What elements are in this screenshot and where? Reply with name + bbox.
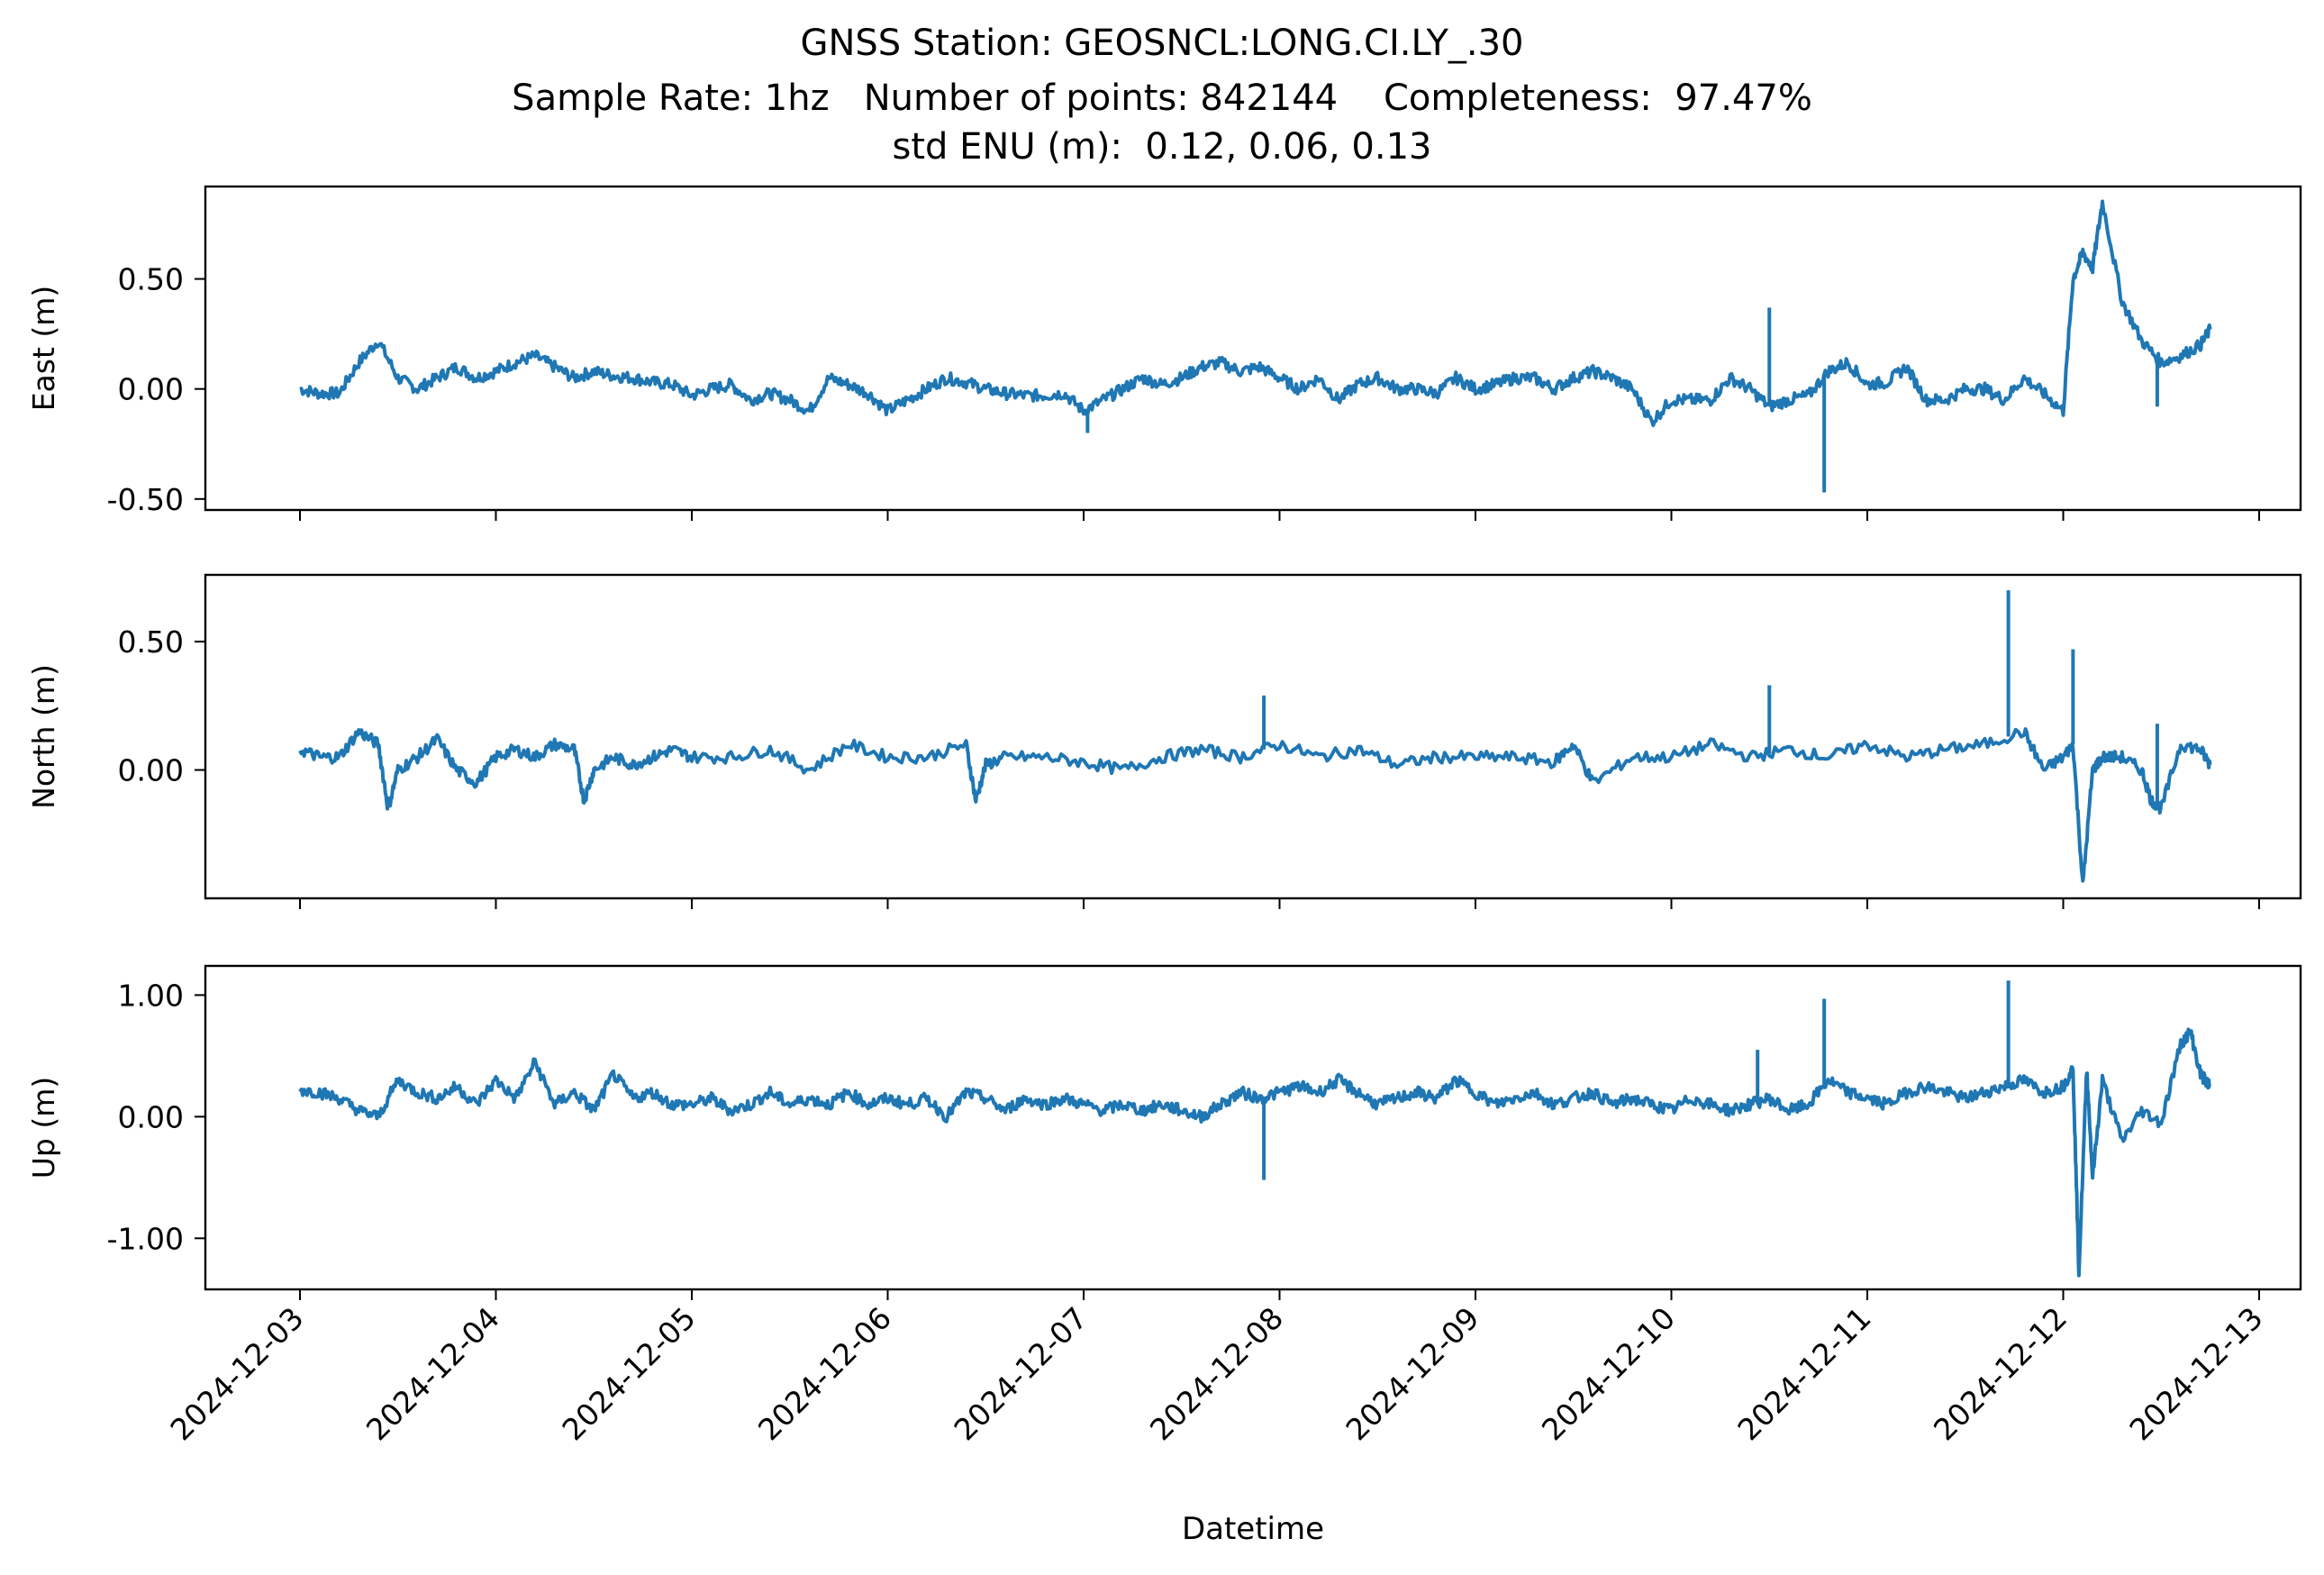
y-tick-label-up: 0.00: [118, 1099, 184, 1134]
y-tick-label-east: -0.50: [107, 482, 184, 517]
panel-east: 0.50 0.00 -0.50 East (m): [26, 185, 2302, 521]
panel-up: 1.00 0.00 -1.00 Up (m): [26, 964, 2302, 1300]
x-tick-label: 2024-12-05: [555, 1300, 702, 1447]
y-tick-label-east: 0.00: [118, 372, 184, 407]
x-tick-label: 2024-12-06: [751, 1300, 898, 1447]
chart-std-enu: std ENU (m): 0.12, 0.06, 0.13: [892, 126, 1432, 168]
y-tick-label-north: 0.00: [118, 753, 184, 788]
x-tick-label: 2024-12-08: [1143, 1300, 1290, 1447]
y-tick-label-up: 1.00: [118, 978, 184, 1013]
x-axis-label: Datetime: [1182, 1511, 1324, 1547]
x-tick-label: 2024-12-04: [359, 1300, 506, 1447]
y-axis-label-up: Up (m): [26, 1077, 61, 1179]
axes-frame-up: [204, 964, 2302, 1291]
axes-frame-east: [204, 185, 2302, 512]
axes-frame-north: [204, 573, 2302, 900]
x-tick-label: 2024-12-11: [1730, 1300, 1877, 1447]
series-line-east: [299, 199, 2212, 428]
chart-subtitle: Sample Rate: 1hz Number of points: 84214…: [512, 77, 1812, 119]
y-tick-label-east: 0.50: [118, 262, 184, 297]
y-tick-label-north: 0.50: [118, 624, 184, 660]
x-tick-label: 2024-12-09: [1339, 1300, 1485, 1447]
panel-north: 0.50 0.00 North (m): [26, 573, 2302, 909]
x-tick-label: 2024-12-12: [1927, 1300, 2074, 1447]
x-tick-label: 2024-12-07: [947, 1300, 1094, 1447]
series-line-up: [298, 1027, 2211, 1278]
x-tick-label: 2024-12-10: [1535, 1300, 1682, 1447]
y-tick-label-up: -1.00: [107, 1221, 184, 1256]
x-tick-label: 2024-12-13: [2122, 1300, 2269, 1447]
x-tick-label: 2024-12-03: [163, 1300, 310, 1447]
y-axis-label-east: East (m): [26, 286, 61, 412]
chart-title: GNSS Station: GEOSNCL:LONG.CI.LY_.30: [800, 23, 1524, 64]
series-line-north: [298, 727, 2212, 883]
y-axis-label-north: North (m): [26, 664, 61, 809]
